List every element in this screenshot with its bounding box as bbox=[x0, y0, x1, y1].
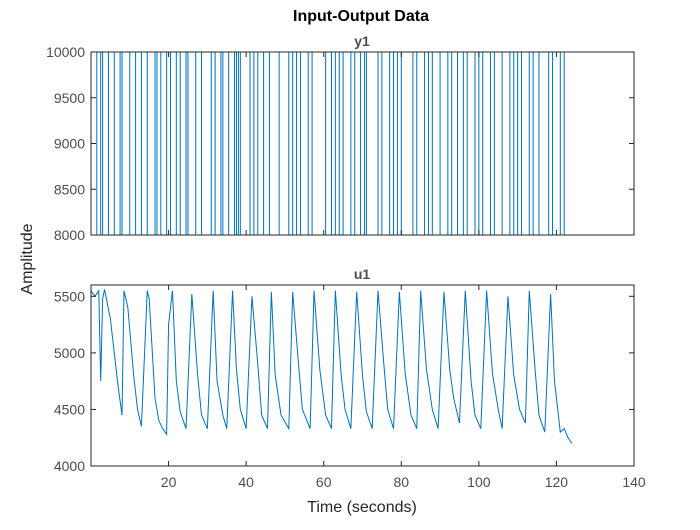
x-tick-label: 60 bbox=[316, 474, 332, 490]
y-tick-label-y1: 8500 bbox=[54, 181, 85, 197]
y-tick-label-y1: 9500 bbox=[54, 90, 85, 106]
y-ticks-u1: 4000 4500 5000 5500 bbox=[54, 288, 634, 474]
panel-y1: y1 8000 8500 9000 9500 10000 bbox=[46, 33, 635, 243]
x-tick-label: 80 bbox=[393, 474, 409, 490]
y-tick-label-y1: 10000 bbox=[46, 44, 85, 60]
x-tick-label: 120 bbox=[545, 474, 569, 490]
panel-title-u1: u1 bbox=[354, 266, 371, 282]
axes-background-y1 bbox=[91, 52, 634, 235]
x-tick-label: 100 bbox=[467, 474, 491, 490]
panel-title-y1: y1 bbox=[354, 33, 370, 49]
series-u1 bbox=[90, 289, 573, 444]
x-axis-label: Time (seconds) bbox=[307, 499, 417, 516]
y-tick-label-u1: 4000 bbox=[54, 458, 85, 474]
series-line-u1 bbox=[90, 289, 573, 444]
panel-u1: u1 4000 4500 5000 5500 20 40 60 80 100 120 140 bbox=[54, 266, 646, 490]
axes-box-y1 bbox=[90, 51, 635, 236]
y-axis-label: Amplitude bbox=[19, 223, 36, 294]
axes-box-u1 bbox=[90, 284, 635, 467]
figure-title: Input-Output Data bbox=[293, 8, 429, 25]
y-tick-label-y1: 8000 bbox=[54, 227, 85, 243]
y-tick-label-u1: 4500 bbox=[54, 401, 85, 417]
y-tick-label-u1: 5500 bbox=[54, 288, 85, 304]
x-ticks: 20 40 60 80 100 120 140 bbox=[161, 285, 646, 490]
x-tick-label: 140 bbox=[622, 474, 646, 490]
y-tick-label-y1: 9000 bbox=[54, 136, 85, 152]
x-tick-label: 20 bbox=[161, 474, 177, 490]
x-tick-label: 40 bbox=[238, 474, 254, 490]
y-tick-label-u1: 5000 bbox=[54, 345, 85, 361]
